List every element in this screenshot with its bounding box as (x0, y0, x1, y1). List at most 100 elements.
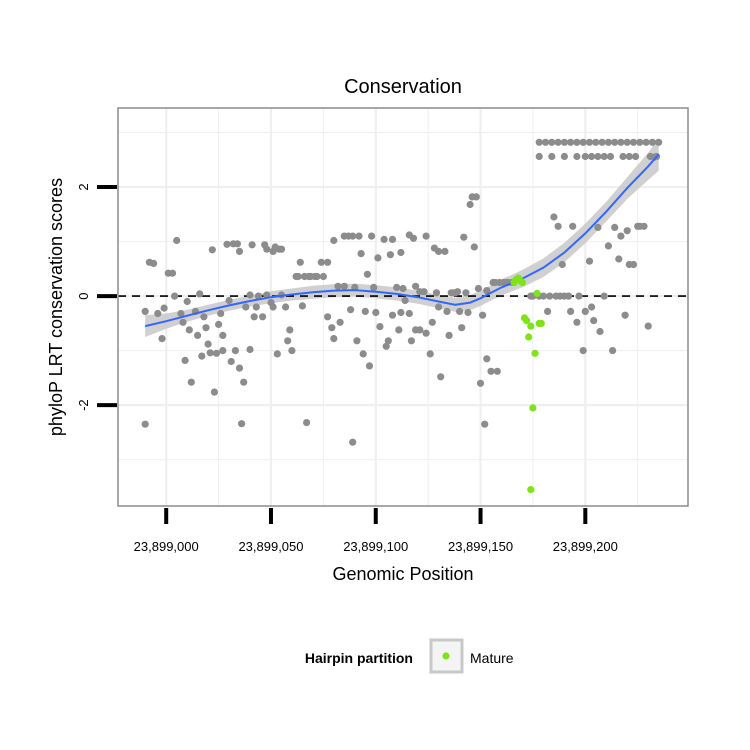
data-point-other (585, 257, 594, 265)
data-point-other (168, 269, 177, 277)
y-tick-label: 0 (76, 292, 91, 299)
smooth-curve (144, 153, 660, 328)
data-point-other (422, 232, 430, 240)
confidence-band-area (145, 138, 659, 337)
data-point-other (655, 138, 663, 146)
data-point-other (399, 284, 407, 293)
plot-border (117, 107, 689, 507)
data-point-other (594, 223, 602, 231)
data-point-other (604, 242, 613, 250)
data-point-other (150, 259, 158, 267)
legend-entry-mature: Mature (470, 650, 514, 666)
data-point-other (579, 347, 587, 355)
data-point-other (187, 378, 195, 386)
data-point-other (212, 349, 221, 357)
data-point-other (227, 357, 235, 366)
data-point-other (437, 373, 445, 381)
data-point-other (330, 236, 338, 245)
data-point-other (483, 355, 491, 363)
series-mature-points (510, 274, 545, 494)
y-axis: -2 0 2 (76, 183, 117, 411)
data-point-other (428, 318, 436, 326)
data-point-other (588, 303, 596, 311)
data-point-other (160, 304, 168, 312)
data-point-other (604, 138, 613, 146)
data-point-other (374, 254, 382, 262)
data-point-other (328, 324, 336, 332)
data-point-other (393, 283, 401, 291)
data-point-other (432, 289, 441, 297)
data-point-mature (523, 317, 531, 325)
data-point-other (246, 291, 254, 299)
data-point-other (588, 152, 596, 161)
data-point-mature (537, 319, 545, 327)
data-point-other (250, 313, 258, 321)
data-point-other (242, 303, 250, 311)
data-point-other (202, 324, 210, 332)
data-point-other (426, 350, 434, 358)
data-point-other (185, 326, 193, 334)
data-point-other (623, 138, 631, 146)
data-point-other (141, 420, 149, 428)
data-point-mature (527, 322, 535, 330)
data-point-other (619, 152, 627, 161)
data-point-other (600, 292, 608, 300)
data-point-other (349, 438, 357, 446)
data-point-other (380, 235, 388, 243)
data-point-other (642, 138, 650, 146)
series-other-points (141, 138, 663, 446)
data-point-other (546, 292, 554, 300)
data-point-other (585, 138, 594, 146)
data-point-other (443, 307, 451, 315)
data-point-other (476, 379, 485, 387)
data-point-other (254, 292, 262, 300)
data-point-other (535, 152, 543, 161)
data-point-other (646, 152, 654, 161)
data-point-other (235, 247, 244, 255)
data-point-other (294, 272, 302, 281)
data-point-other (336, 318, 344, 326)
data-point-other (435, 303, 443, 311)
data-point-other (474, 284, 482, 293)
data-point-other (445, 331, 453, 339)
data-point-other (359, 350, 367, 358)
data-point-other (231, 347, 239, 355)
data-point-mature (527, 486, 535, 494)
data-point-other (611, 138, 619, 146)
chart-title: Conservation (344, 76, 462, 98)
data-point-other (407, 337, 415, 345)
data-point-other (581, 307, 589, 315)
data-point-other (238, 420, 246, 428)
data-point-other (334, 282, 342, 290)
data-point-other (625, 152, 633, 161)
data-point-other (363, 270, 371, 278)
data-point-other (636, 138, 644, 146)
data-point-other (456, 307, 464, 315)
data-point-other (210, 388, 218, 396)
data-point-other (565, 292, 573, 300)
legend: Hairpin partition Mature (305, 638, 514, 674)
data-point-other (386, 251, 394, 259)
data-point-other (357, 250, 365, 258)
data-point-other (303, 419, 311, 427)
data-point-other (269, 303, 277, 311)
data-point-other (200, 313, 208, 321)
y-axis-label: phyloP LRT conservation scores (46, 178, 66, 436)
data-point-other (554, 138, 562, 146)
x-tick-label: 23,899,050 (238, 539, 303, 554)
data-point-other (259, 313, 267, 321)
data-point-other (609, 347, 617, 355)
data-point-other (204, 340, 212, 348)
data-point-other (629, 260, 638, 269)
data-point-other (361, 307, 369, 315)
data-point-other (606, 152, 615, 161)
data-point-other (644, 322, 652, 330)
data-point-other (376, 323, 384, 331)
data-point-other (217, 309, 225, 318)
data-point-other (397, 248, 405, 257)
data-point-other (615, 255, 623, 263)
data-point-other (347, 306, 355, 314)
data-point-other (573, 138, 581, 146)
data-point-other (225, 296, 233, 305)
